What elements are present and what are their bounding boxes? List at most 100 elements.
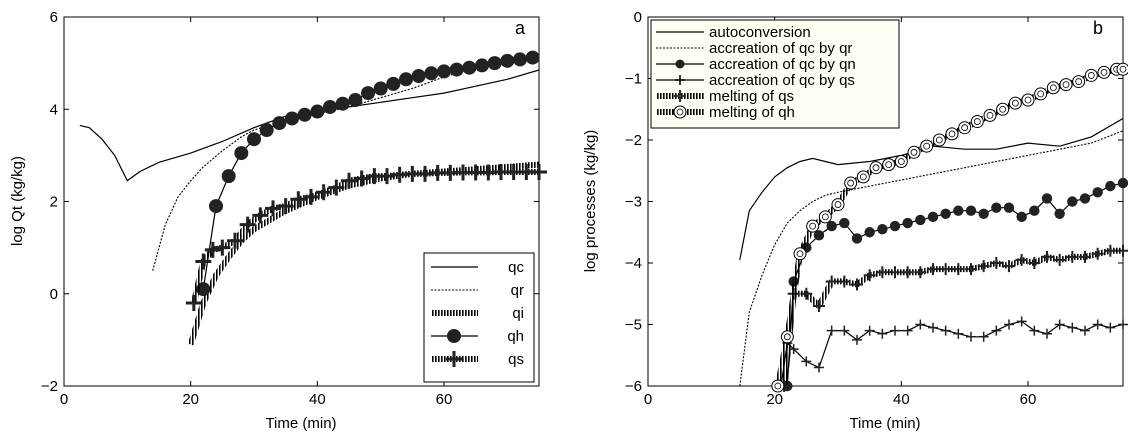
data-point-qh — [221, 169, 236, 184]
data-point-melting-of-qs — [1104, 244, 1117, 257]
data-point-melting-of-qh — [856, 170, 870, 184]
data-point-accreation-of-qc-by-qn — [927, 211, 939, 223]
y-tick-label: 0 — [634, 9, 642, 26]
data-point-melting-of-qh — [932, 133, 946, 147]
data-point-melting-of-qh-inner — [809, 222, 817, 230]
legend-marker-melting-qs — [674, 90, 686, 102]
data-point-qh — [449, 62, 464, 77]
data-point-melting-of-qs — [1015, 253, 1028, 266]
data-point-melting-of-qh-inner — [1024, 96, 1032, 104]
data-point-accreation-of-qc-by-qs — [877, 328, 888, 339]
data-point-qs — [290, 191, 307, 208]
data-point-accreation-of-qc-by-qs — [864, 325, 875, 336]
series-group-a — [79, 50, 547, 346]
data-point-melting-of-qh-inner — [834, 201, 842, 208]
y-tick-label: 2 — [50, 194, 58, 211]
data-point-melting-of-qs — [901, 266, 914, 279]
data-point-melting-of-qh — [907, 145, 921, 159]
data-point-qs — [341, 172, 357, 189]
data-point-melting-of-qh — [996, 102, 1010, 116]
data-point-melting-of-qh-inner — [1062, 81, 1070, 89]
data-point-melting-of-qh-inner — [847, 179, 855, 187]
data-point-melting-of-qs — [813, 300, 825, 313]
legend-entry-melting-qh: melting of qh — [656, 104, 795, 121]
data-point-melting-of-qh — [882, 158, 896, 172]
data-point-melting-of-qs — [1117, 244, 1128, 257]
y-tick-label: −5 — [625, 317, 642, 334]
data-point-melting-of-qh — [1116, 62, 1128, 76]
legend-label-qc: qc — [508, 259, 524, 276]
data-point-melting-of-qs — [889, 266, 901, 279]
data-point-accreation-of-qc-by-qs — [940, 325, 951, 336]
legend-label-autoconversion: autoconversion — [709, 24, 811, 41]
data-point-accreation-of-qc-by-qs — [1016, 316, 1027, 327]
data-point-accreation-of-qc-by-qs — [915, 319, 926, 330]
x-tick-label: 40 — [309, 391, 326, 408]
data-point-melting-of-qh-inner — [948, 130, 956, 138]
data-point-qh — [297, 107, 312, 122]
data-point-qh — [411, 69, 426, 84]
legend-label-accreation-qc-qn: accreation of qc by qn — [709, 56, 856, 73]
data-point-melting-of-qh-inner — [885, 161, 893, 169]
data-point-melting-of-qs — [863, 269, 876, 282]
data-point-qs — [252, 207, 269, 224]
data-point-qh — [399, 72, 413, 87]
data-point-melting-of-qh — [1008, 96, 1022, 110]
data-point-qh — [513, 52, 527, 67]
data-point-melting-of-qh-inner — [1075, 78, 1083, 85]
x-tick-label: 20 — [182, 391, 199, 408]
data-point-accreation-of-qc-by-qn — [1016, 211, 1027, 223]
data-point-accreation-of-qc-by-qs — [852, 334, 862, 345]
data-point-qh — [361, 86, 375, 101]
data-point-qh — [209, 199, 223, 214]
series-line-accreation-of-qc-by-qn — [786, 182, 1124, 387]
legend-entry-qi: qi — [431, 305, 524, 322]
data-point-accreation-of-qc-by-qs — [953, 328, 964, 339]
data-point-qh — [500, 53, 515, 68]
data-point-melting-of-qs — [1066, 250, 1079, 263]
data-point-qh — [285, 111, 299, 126]
data-point-accreation-of-qc-by-qs — [1118, 319, 1128, 330]
data-point-accreation-of-qc-by-qn — [864, 227, 875, 238]
legend-entry-autoconversion: autoconversion — [656, 24, 811, 41]
data-point-accreation-of-qc-by-qs — [1042, 328, 1052, 339]
legend-entry-qr: qr — [431, 282, 524, 299]
data-point-accreation-of-qc-by-qn — [940, 208, 951, 219]
data-point-melting-of-qh — [970, 115, 984, 129]
data-point-melting-of-qh — [831, 198, 845, 212]
legend-marker-melting-qh — [673, 105, 687, 119]
data-point-melting-of-qh — [958, 121, 972, 135]
data-point-accreation-of-qc-by-qn — [826, 220, 837, 232]
data-point-melting-of-qs — [1053, 253, 1066, 266]
data-point-melting-of-qh-inner — [796, 250, 804, 258]
data-point-accreation-of-qc-by-qs — [978, 331, 989, 342]
data-point-qh — [437, 64, 451, 79]
legend-label-accreation-qc-qr: accreation of qc by qr — [709, 40, 852, 57]
legend-entry-accreation-qc-qr: accreation of qc by qr — [656, 40, 852, 57]
data-point-melting-of-qh — [945, 127, 959, 141]
series-line-qc — [79, 69, 540, 182]
data-point-qs — [265, 200, 281, 217]
data-point-accreation-of-qc-by-qn — [1041, 193, 1053, 204]
data-point-accreation-of-qc-by-qs — [902, 325, 913, 336]
legend-label-qi: qi — [512, 305, 524, 322]
data-point-melting-of-qh — [920, 139, 934, 153]
data-point-melting-of-qs — [1041, 250, 1053, 263]
data-point-accreation-of-qc-by-qn — [1029, 205, 1040, 216]
data-point-accreation-of-qc-by-qn — [1054, 208, 1065, 219]
data-point-accreation-of-qc-by-qn — [889, 220, 901, 232]
data-point-melting-of-qh — [1046, 81, 1060, 95]
data-point-qh — [475, 58, 489, 73]
y-axis-label-b: log processes (kg/kg) — [582, 130, 599, 273]
legend-entry-qc: qc — [431, 259, 524, 276]
data-point-qs — [277, 198, 294, 215]
data-point-accreation-of-qc-by-qn — [1079, 193, 1091, 204]
y-tick-label: −1 — [625, 71, 642, 88]
data-point-accreation-of-qc-by-qn — [1092, 187, 1103, 198]
legend-marker-qh — [447, 329, 461, 343]
data-point-melting-of-qs — [965, 263, 977, 276]
data-point-qh — [234, 146, 249, 161]
x-tick-label: 20 — [766, 391, 783, 408]
